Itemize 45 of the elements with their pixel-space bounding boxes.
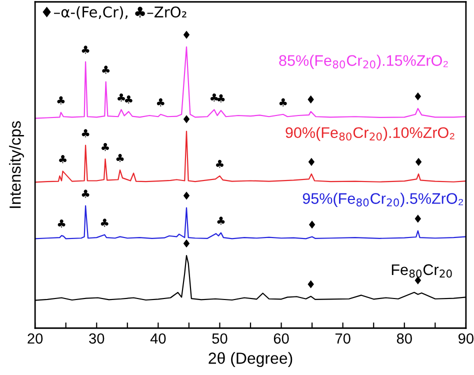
x-tick-label: 40 bbox=[150, 333, 166, 344]
annotation: ♦ bbox=[414, 276, 422, 284]
annotation: ♦ bbox=[183, 115, 190, 124]
annotation: ♣ bbox=[82, 190, 90, 198]
annotation: ♣ bbox=[82, 46, 90, 54]
annotation: ♣ bbox=[100, 218, 108, 227]
annotation: ♦ bbox=[183, 239, 190, 248]
y-axis-title: Intensity/cps bbox=[9, 121, 24, 208]
annotation: ♣ bbox=[116, 154, 124, 162]
annotation: ♦ bbox=[414, 92, 422, 100]
x-tick-label: 20 bbox=[28, 333, 43, 344]
annotation: ♣ bbox=[217, 94, 225, 102]
annotation: ♣ bbox=[279, 98, 287, 106]
annotation: ♦ bbox=[308, 158, 315, 166]
annotation: ♦ bbox=[183, 192, 190, 200]
x-tick-label: 70 bbox=[335, 333, 350, 344]
text: 90%(Fe$_{80}$Cr$_{20}$).10%ZrO₂ bbox=[286, 126, 454, 142]
series-label: 95%(Fe$_{80}$Cr$_{20}$).5%ZrO₂ bbox=[302, 192, 463, 207]
annotation: ♣ bbox=[156, 98, 164, 106]
x-tick-label: 60 bbox=[274, 333, 289, 344]
annotation: ♣ bbox=[217, 216, 225, 225]
x-tick-label: 30 bbox=[89, 333, 104, 344]
text: ♦–α-(Fe,Cr), ♣–ZrO₂ bbox=[42, 6, 186, 20]
annotation: ♣ bbox=[57, 96, 65, 104]
annotation: ♦ bbox=[308, 280, 314, 288]
annotation: ♣ bbox=[102, 142, 109, 152]
x-tick-label: 50 bbox=[212, 333, 228, 344]
annotation: ♣ bbox=[59, 155, 67, 164]
annotation: ♣ bbox=[82, 129, 90, 138]
annotation: ♦ bbox=[414, 214, 422, 223]
annotation: ♣ bbox=[58, 219, 66, 228]
text: 85%(Fe$_{80}$Cr$_{20}$).15%ZrO₂ bbox=[279, 54, 448, 69]
annotation: ♣ bbox=[210, 93, 218, 102]
annotation: ♣ bbox=[216, 160, 224, 168]
annotation: ♣ bbox=[102, 66, 110, 74]
annotation: ♦ bbox=[183, 30, 190, 39]
annotation: ♦ bbox=[308, 95, 314, 104]
x-tick-label: 80 bbox=[396, 333, 412, 344]
annotation: ♦ bbox=[415, 158, 422, 166]
annotation: ♣ bbox=[124, 95, 132, 104]
series-label: Fe$_{80}$Cr$_{20}$ bbox=[392, 264, 452, 278]
annotation: ♣ bbox=[118, 93, 125, 102]
annotation: ♦ bbox=[308, 220, 316, 229]
x-tick-label: 90 bbox=[458, 333, 474, 344]
x-axis-title: 2θ (Degree) bbox=[208, 352, 292, 368]
